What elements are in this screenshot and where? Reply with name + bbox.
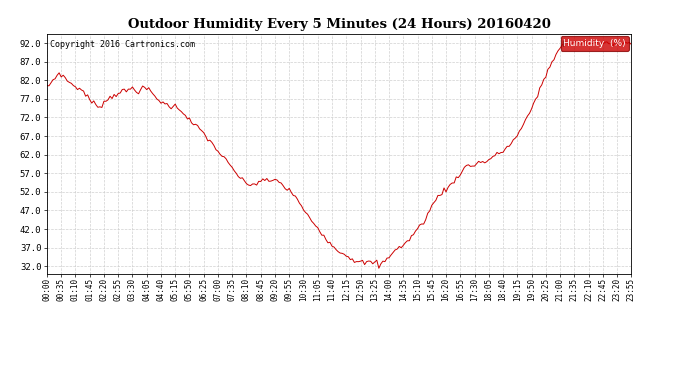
Title: Outdoor Humidity Every 5 Minutes (24 Hours) 20160420: Outdoor Humidity Every 5 Minutes (24 Hou… [128, 18, 551, 31]
Legend: Humidity  (%): Humidity (%) [560, 36, 629, 51]
Text: Copyright 2016 Cartronics.com: Copyright 2016 Cartronics.com [50, 40, 195, 49]
